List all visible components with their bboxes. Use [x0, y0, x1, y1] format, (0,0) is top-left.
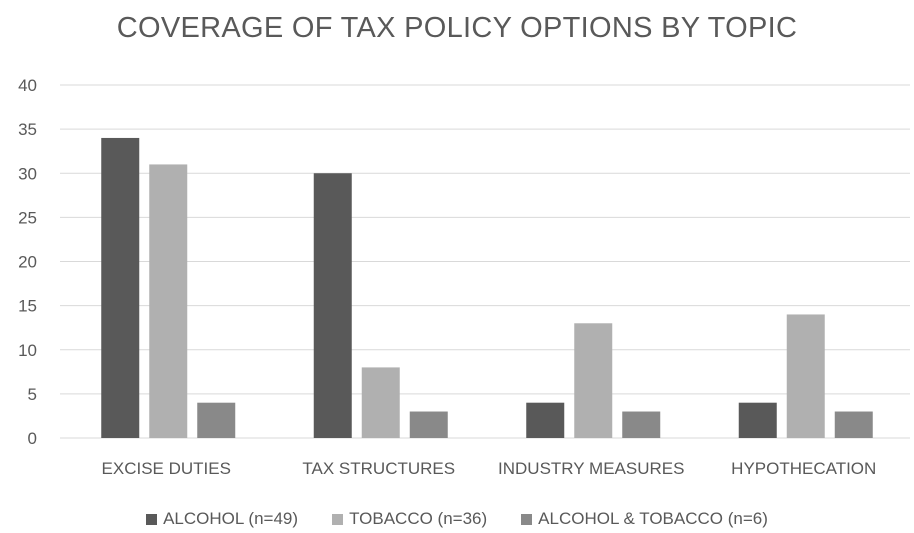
y-tick-label: 10: [18, 341, 37, 360]
bars: [101, 137, 873, 439]
legend-item: ALCOHOL & TOBACCO (n=6): [521, 509, 768, 529]
bar: [834, 411, 873, 438]
legend-swatch: [146, 513, 158, 525]
x-category-label: EXCISE DUTIES: [102, 459, 231, 478]
y-tick-label: 5: [28, 385, 37, 404]
bar: [526, 402, 565, 438]
legend-label: ALCOHOL & TOBACCO (n=6): [538, 509, 768, 528]
bar: [738, 402, 777, 438]
gridlines: [60, 84, 910, 439]
legend-swatch: [332, 513, 344, 525]
y-tick-label: 15: [18, 297, 37, 316]
legend-label: TOBACCO (n=36): [349, 509, 488, 528]
bar: [622, 411, 661, 438]
y-tick-label: 20: [18, 253, 37, 272]
y-axis-ticks: 0 5 10 15 20 25 30 35 40: [18, 76, 37, 448]
bar: [786, 314, 825, 438]
y-tick-label: 35: [18, 120, 37, 139]
x-axis-categories: EXCISE DUTIES TAX STRUCTURES INDUSTRY MEAS…: [102, 459, 877, 478]
legend-item: TOBACCO (n=36): [332, 509, 487, 529]
y-tick-label: 40: [18, 76, 37, 95]
y-tick-label: 25: [18, 208, 37, 227]
bar: [361, 367, 400, 438]
bar: [409, 411, 448, 438]
bar: [197, 402, 236, 438]
legend-item: ALCOHOL (n=49): [146, 509, 298, 529]
bar: [101, 137, 140, 438]
y-tick-label: 30: [18, 164, 37, 183]
legend-swatch: [521, 513, 533, 525]
bar: [574, 323, 613, 438]
y-tick-label: 0: [28, 429, 37, 448]
chart-title: COVERAGE OF TAX POLICY OPTIONS BY TOPIC: [116, 12, 798, 44]
x-category-label: INDUSTRY MEASURES: [498, 459, 684, 478]
x-category-label: TAX STRUCTURES: [302, 459, 455, 478]
bar: [313, 173, 352, 438]
bar: [149, 164, 188, 439]
legend-label: ALCOHOL (n=49): [163, 509, 299, 528]
legend: ALCOHOL (n=49) TOBACCO (n=36) ALCOHOL & TO…: [0, 509, 914, 529]
x-category-label: HYPOTHECATION: [731, 459, 876, 478]
